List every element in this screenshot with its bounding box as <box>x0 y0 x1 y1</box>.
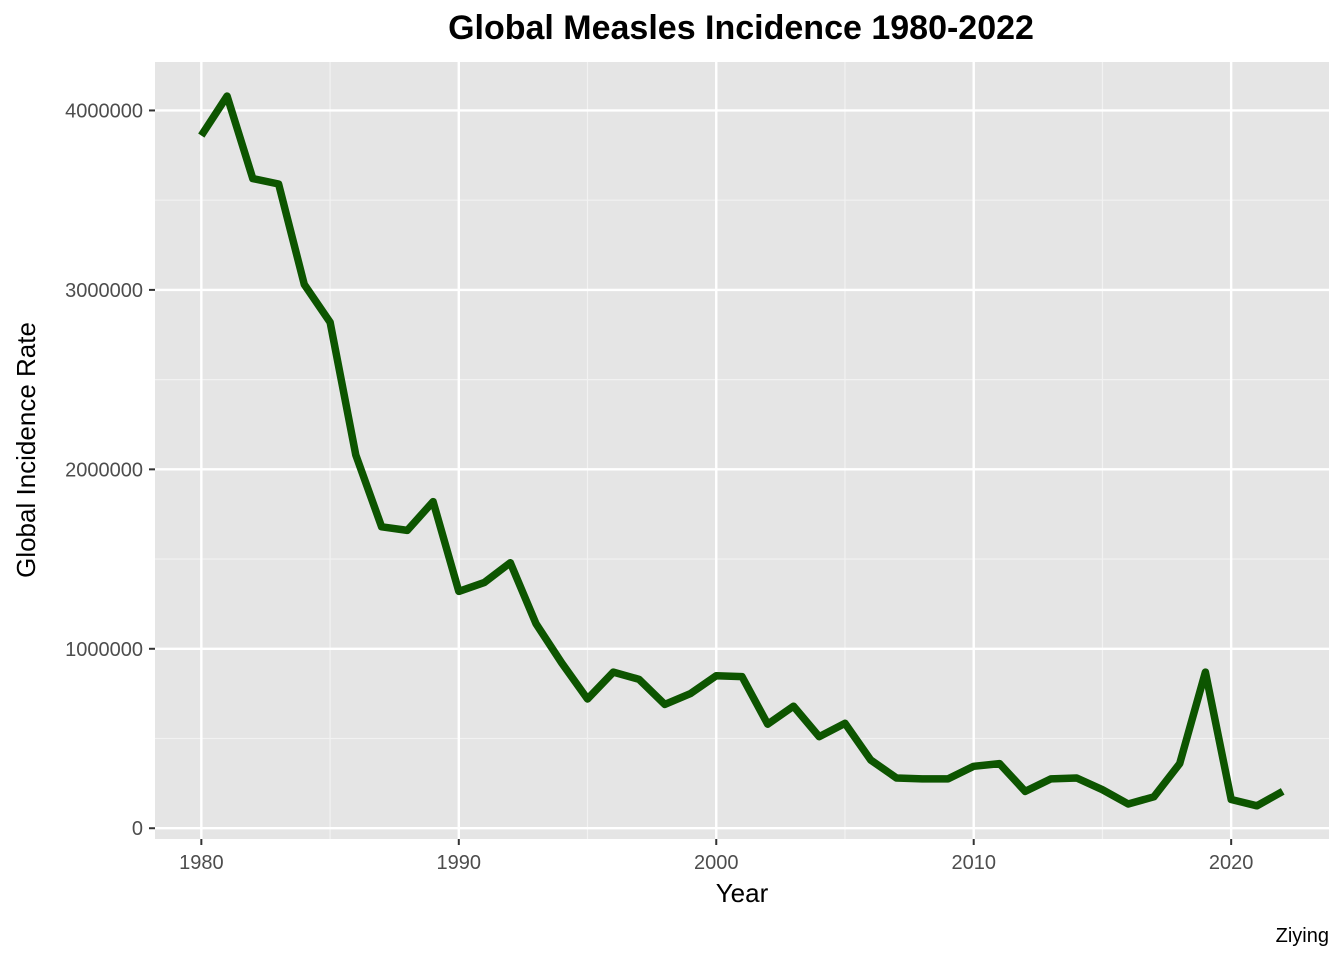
y-axis-ticks: 0 1000000 2000000 3000000 4000000 <box>65 100 155 840</box>
x-tick-label: 2010 <box>951 852 996 874</box>
major-gridlines <box>155 62 1329 839</box>
x-tick-label: 1990 <box>437 852 482 874</box>
x-tick-label: 1980 <box>179 852 224 874</box>
y-tick-label: 1000000 <box>65 639 143 661</box>
y-tick-label: 4000000 <box>65 100 143 122</box>
y-tick-label: 2000000 <box>65 459 143 481</box>
y-tick-label: 3000000 <box>65 280 143 302</box>
x-axis-ticks: 1980 1990 2000 2010 2020 <box>179 839 1253 874</box>
y-tick-label: 0 <box>132 818 143 840</box>
x-tick-label: 2000 <box>694 852 739 874</box>
series-layer <box>198 92 1285 810</box>
minor-gridlines <box>155 62 1329 839</box>
chart-title: Global Measles Incidence 1980-2022 <box>448 9 1034 47</box>
x-tick-label: 2020 <box>1209 852 1254 874</box>
x-axis-title: Year <box>716 878 769 908</box>
y-axis-title: Global Incidence Rate <box>11 322 41 578</box>
chart-caption: Ziying <box>1276 925 1329 947</box>
plot-panel <box>155 62 1329 839</box>
